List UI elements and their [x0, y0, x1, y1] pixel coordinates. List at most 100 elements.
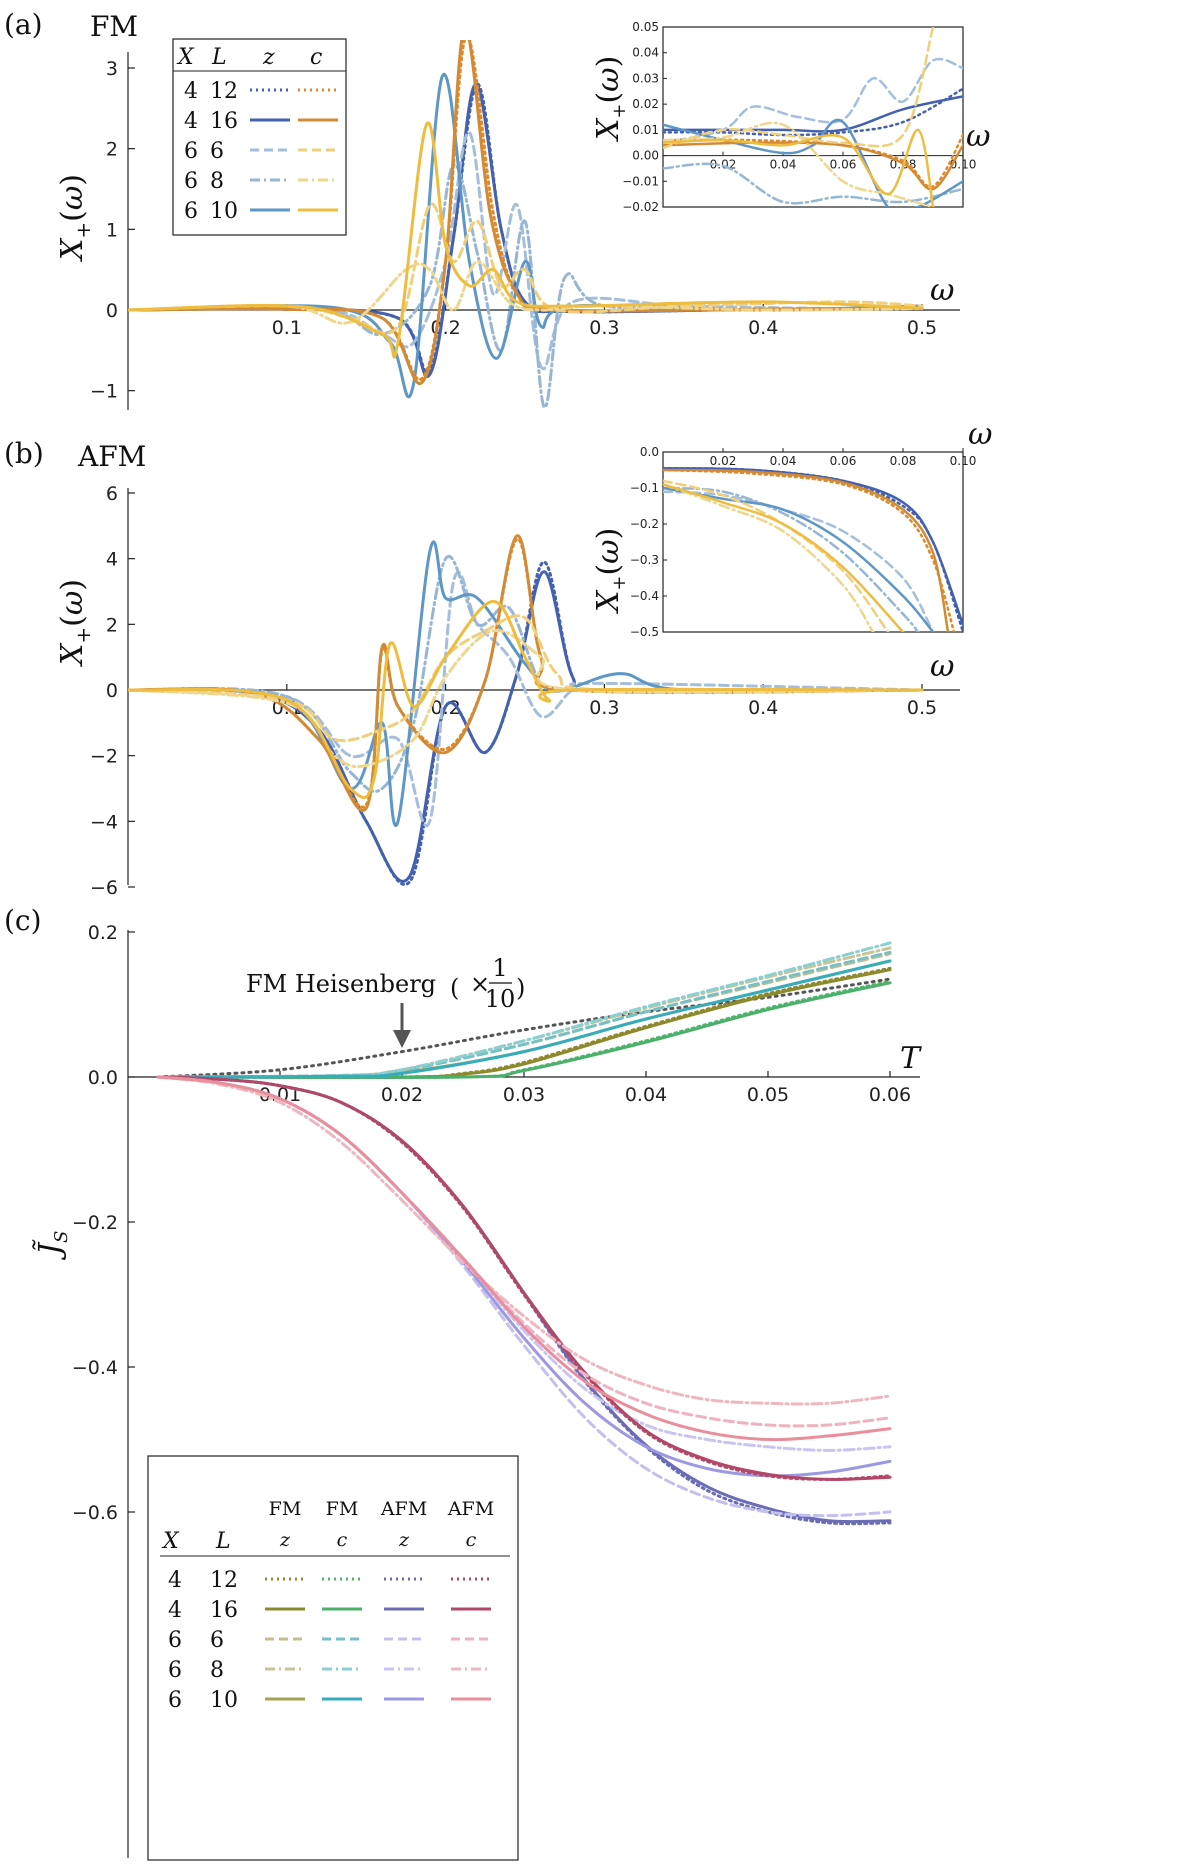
panel-title-a: FM: [90, 10, 138, 43]
inset-b-ytick-label-0: −0.5: [630, 625, 659, 639]
line-a-9: [128, 121, 924, 359]
inset-line-b-1: [663, 466, 963, 627]
inset-x-label-a: ω: [966, 119, 990, 154]
inset-b-ytick-label-5: 0.0: [640, 445, 659, 459]
b-xtick-label-2: 0.3: [589, 697, 619, 719]
heisenberg-num: 1: [492, 954, 507, 982]
c-xtick-label-1: 0.02: [381, 1084, 423, 1106]
series-lines-b: [128, 534, 924, 886]
inset-line-b-4: [663, 486, 935, 632]
legend-a-l-1: 16: [210, 109, 238, 134]
c-ytick-label-1: 0.0: [88, 1067, 118, 1089]
heisenberg-text: FM Heisenberg: [246, 970, 436, 998]
legend-a-x-1: 4: [184, 109, 198, 134]
legend-c-l-2: 6: [210, 1628, 224, 1653]
line-c-19: [156, 1075, 892, 1406]
inset-line-b-3: [663, 486, 920, 632]
line-c-14: [156, 1075, 892, 1452]
inset-line-a-9: [663, 128, 935, 207]
a-ytick-label-0: −1: [90, 381, 118, 403]
line-c-18: [156, 1075, 892, 1428]
inset-x-label-b: ω: [968, 417, 992, 452]
inset-b-ytick-label-1: −0.4: [630, 589, 659, 603]
panel-c: (c) 0.01 0.02 0.03 0.04 0.05 0.060.20.0−0.2−0…: [4, 904, 922, 1861]
legend-a-l-2: 6: [210, 139, 224, 164]
inset-b-ytick-label-4: −0.1: [630, 481, 659, 495]
inset-line-a-7: [663, 27, 935, 150]
inset-line-b-5: [663, 468, 956, 632]
inset-y-label-b: X+(ω): [591, 528, 630, 614]
svg-text:): ): [516, 974, 525, 1002]
a-xtick-label-2: 0.3: [589, 317, 619, 339]
a-xtick-label-3: 0.4: [748, 317, 778, 339]
inset-b-ytick-label-2: −0.3: [630, 553, 659, 567]
a-ytick-label-3: 2: [106, 139, 118, 161]
svg-text:J̃S: J̃S: [33, 1231, 72, 1261]
inset-line-b-6: [663, 468, 950, 632]
legend-c-colhead-bot-0: z: [279, 1529, 291, 1551]
legend-a-l-3: 8: [210, 169, 224, 194]
line-c-12: [156, 1075, 892, 1524]
svg-text:X+(ω): X+(ω): [55, 579, 95, 667]
line-c-0: [156, 977, 892, 1079]
inset-axes-a: 0.02 0.04 0.06 0.08 0.10−0.02−0.010.000.010.…: [622, 20, 976, 214]
inset-b-xtick-label-1: 0.04: [770, 454, 797, 468]
legend-a-x-4: 6: [184, 199, 198, 224]
line-c-16: [156, 1075, 892, 1481]
inset-b-xtick-label-0: 0.02: [710, 454, 737, 468]
inset-line-a-3: [663, 162, 963, 205]
inset-b-ytick-label-3: −0.2: [630, 517, 659, 531]
inset-b-xtick-label-4: 0.10: [950, 454, 977, 468]
svg-text:(: (: [450, 974, 459, 1002]
line-c-20: [156, 1075, 892, 1442]
y-axis-label-a: X+(ω): [55, 174, 95, 262]
legend-c-colhead-top-2: AFM: [380, 1498, 427, 1520]
inset-a-ytick-label-7: 0.05: [632, 20, 659, 34]
legend-c-l-0: 12: [210, 1568, 238, 1593]
legend-c-x-4: 6: [168, 1688, 182, 1713]
inset-a-ytick-label-1: −0.01: [622, 174, 659, 188]
panel-title-b: AFM: [77, 440, 146, 473]
b-ytick-label-0: −6: [90, 877, 118, 899]
legend-c-header-x: X: [161, 1529, 180, 1554]
c-xtick-label-2: 0.03: [503, 1084, 545, 1106]
inset-a-xtick-label-2: 0.06: [830, 158, 857, 172]
inset-a: 0.02 0.04 0.06 0.08 0.10−0.02−0.010.000.010.…: [591, 20, 990, 214]
c-xtick-label-4: 0.05: [747, 1084, 789, 1106]
c-ytick-label-3: −0.4: [72, 1357, 118, 1379]
c-xtick-label-0: 0.01: [259, 1084, 301, 1106]
inset-a-ytick-label-6: 0.04: [632, 46, 659, 60]
legend-c: X L FM z FM c AFM z AFM c 4 12 4 16 6 6 6 8 6 10: [147, 1455, 519, 1861]
axes-c: 0.01 0.02 0.03 0.04 0.05 0.06 0.2 0.0 −0.2 −0.4 −0…: [72, 922, 920, 1858]
legend-c-colhead-top-3: AFM: [447, 1498, 494, 1520]
line-b-8: [128, 629, 924, 769]
y-axis-label-b: X+(ω): [55, 579, 95, 667]
heisenberg-den: 10: [485, 985, 516, 1013]
y-axis-label-c: J̃S: [33, 1231, 72, 1261]
legend-c-colhead-bot-3: c: [466, 1529, 477, 1551]
inset-a-ytick-label-0: −0.02: [622, 200, 659, 214]
legend-a: X L z c 4 124 166 66 86 10: [172, 38, 347, 236]
inset-line-b-9: [663, 483, 905, 632]
svg-text:X+(ω): X+(ω): [55, 174, 95, 262]
heisenberg-times: ×: [470, 970, 490, 998]
legend-a-header-x: X: [176, 45, 195, 70]
inset-a-ytick-label-4: 0.02: [632, 97, 659, 111]
b-ytick-label-2: −2: [90, 746, 118, 768]
legend-c-colhead-top-1: FM: [326, 1498, 359, 1520]
a-xtick-label-0: 0.1: [272, 317, 302, 339]
line-c-9: [156, 941, 892, 1079]
legend-a-header-z: z: [262, 45, 275, 70]
legend-c-x-2: 6: [168, 1628, 182, 1653]
inset-line-a-6: [663, 141, 963, 191]
inset-line-b-8: [663, 483, 875, 632]
legend-c-x-0: 4: [168, 1568, 182, 1593]
legend-c-l-3: 8: [210, 1658, 224, 1683]
inset-b: 0.02 0.04 0.06 0.08 0.10 −0.5 −0.4 −0.3 −0.2 −0.1…: [591, 417, 992, 639]
a-xtick-label-4: 0.5: [907, 317, 937, 339]
inset-a-xtick-label-4: 0.10: [950, 158, 977, 172]
x-axis-label-c: T: [900, 1041, 922, 1076]
inset-series-a: [663, 27, 963, 207]
